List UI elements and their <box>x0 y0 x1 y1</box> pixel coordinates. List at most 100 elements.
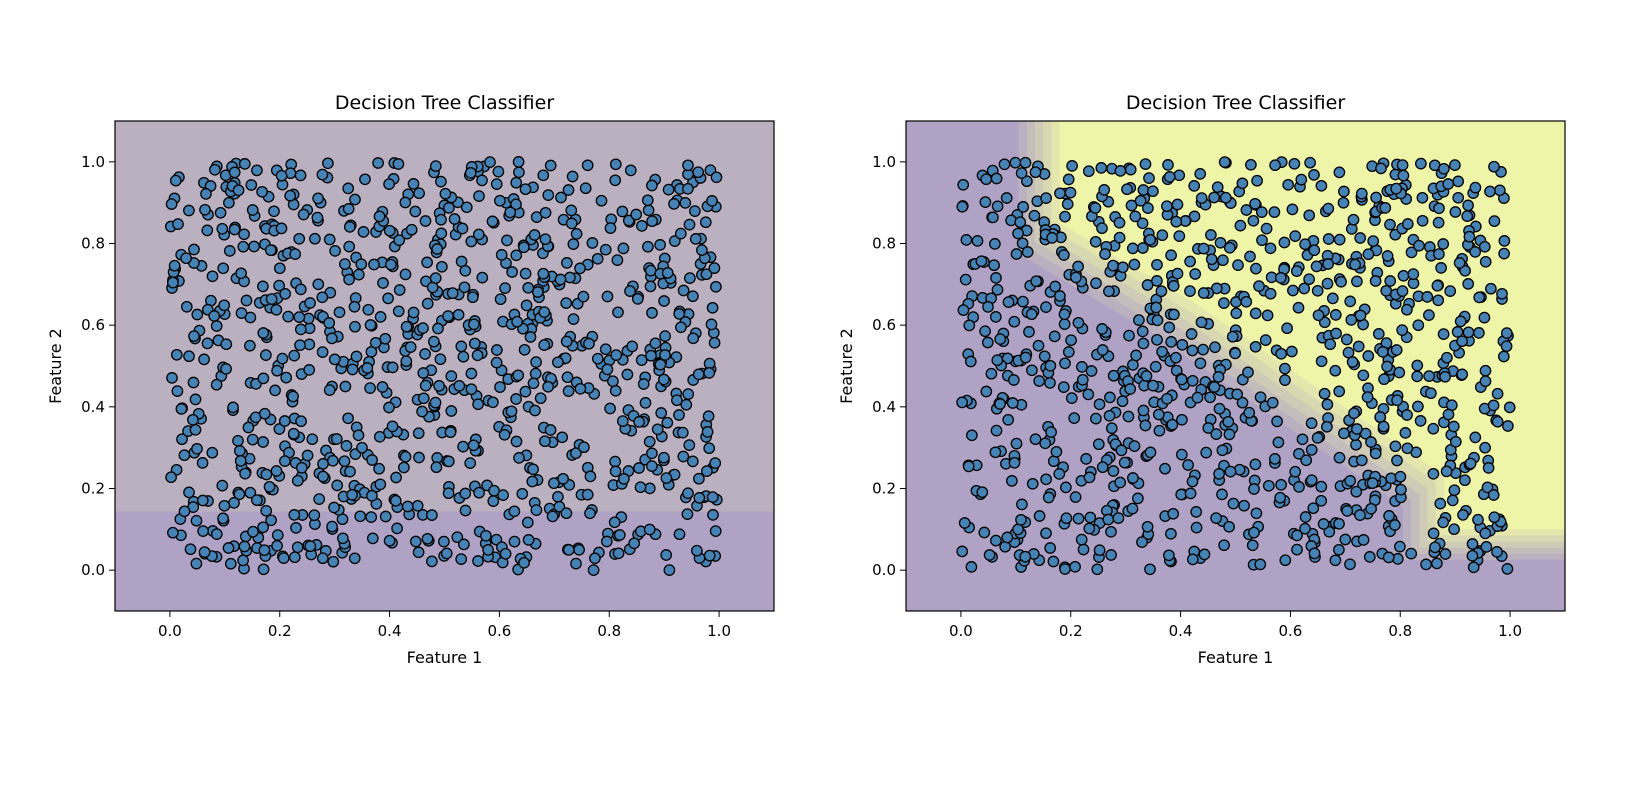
data-point <box>1412 319 1425 332</box>
data-point <box>646 460 658 472</box>
x-tick-label: 0.0 <box>158 622 182 640</box>
data-point <box>382 292 394 305</box>
data-point <box>373 210 386 223</box>
data-point <box>368 258 380 271</box>
data-point <box>1044 359 1057 372</box>
data-point <box>1439 370 1451 383</box>
data-point <box>1125 199 1138 212</box>
data-point <box>1213 468 1225 480</box>
data-point <box>562 385 575 397</box>
data-point <box>682 182 694 195</box>
data-point <box>692 166 705 179</box>
data-point <box>385 258 397 271</box>
data-point <box>260 349 272 361</box>
data-point <box>544 159 557 172</box>
data-point <box>435 227 448 240</box>
data-point <box>1058 318 1071 330</box>
data-point <box>1269 453 1281 465</box>
data-point <box>1126 502 1139 515</box>
data-point <box>1370 191 1382 204</box>
data-point <box>581 159 594 172</box>
data-point <box>171 385 184 397</box>
data-point <box>633 416 645 428</box>
data-point <box>430 461 443 474</box>
data-point <box>359 173 371 186</box>
data-point <box>1352 340 1365 353</box>
data-point <box>1016 498 1028 511</box>
data-point <box>1197 242 1210 255</box>
data-point <box>471 349 484 362</box>
data-point <box>539 233 552 246</box>
data-point <box>1369 275 1382 287</box>
data-point <box>455 340 468 353</box>
data-point <box>508 535 521 548</box>
data-point <box>356 441 368 454</box>
data-point <box>646 447 658 460</box>
data-point <box>591 352 604 365</box>
data-point <box>270 303 283 316</box>
data-point <box>1473 327 1485 339</box>
data-point <box>364 382 376 394</box>
data-point <box>708 262 721 274</box>
data-point <box>257 327 270 339</box>
data-point <box>340 440 353 452</box>
data-point <box>349 320 361 333</box>
data-point <box>1292 301 1305 314</box>
data-point <box>510 393 522 405</box>
data-point <box>1498 247 1510 260</box>
data-point <box>316 552 329 565</box>
data-point <box>364 319 377 331</box>
data-point <box>438 535 450 548</box>
data-point <box>1293 447 1305 460</box>
data-point <box>956 396 968 409</box>
data-point <box>494 194 506 207</box>
data-point <box>1401 442 1414 455</box>
data-point <box>412 546 425 559</box>
data-point <box>1271 415 1283 428</box>
data-point <box>1190 521 1203 534</box>
data-point <box>216 222 229 235</box>
data-point <box>1156 345 1168 358</box>
data-point <box>1341 505 1354 517</box>
data-point <box>1012 227 1024 240</box>
data-point <box>499 547 512 560</box>
data-point <box>646 179 658 192</box>
data-point <box>328 353 341 366</box>
data-point <box>634 481 647 494</box>
data-point <box>369 336 382 349</box>
data-point <box>1047 555 1060 568</box>
data-point <box>1384 218 1396 231</box>
data-point <box>362 303 375 316</box>
data-point <box>1401 303 1413 316</box>
data-point <box>1293 481 1305 493</box>
x-axis-label: Feature 1 <box>1198 648 1274 667</box>
data-point <box>417 392 430 405</box>
data-point <box>465 367 478 380</box>
data-point <box>1222 415 1235 428</box>
data-point <box>1044 542 1057 554</box>
data-point <box>448 213 461 225</box>
data-point <box>492 165 505 178</box>
data-point <box>682 159 694 172</box>
data-point <box>1340 333 1353 346</box>
data-point <box>1033 375 1046 387</box>
data-point <box>1448 523 1460 536</box>
data-point <box>1060 481 1072 494</box>
data-point <box>288 551 301 564</box>
data-point <box>631 293 644 305</box>
data-point <box>1311 284 1324 297</box>
data-point <box>1017 295 1029 308</box>
data-point <box>1058 308 1071 321</box>
data-point <box>1248 483 1260 495</box>
data-point <box>1114 476 1127 489</box>
data-point <box>1040 473 1052 486</box>
data-point <box>1038 350 1051 363</box>
data-point <box>989 238 1001 250</box>
data-point <box>246 204 259 216</box>
data-point <box>1162 159 1174 171</box>
data-point <box>1021 175 1033 188</box>
data-point <box>991 354 1004 367</box>
data-point <box>165 198 178 210</box>
data-point <box>661 267 674 279</box>
data-point <box>392 305 405 318</box>
